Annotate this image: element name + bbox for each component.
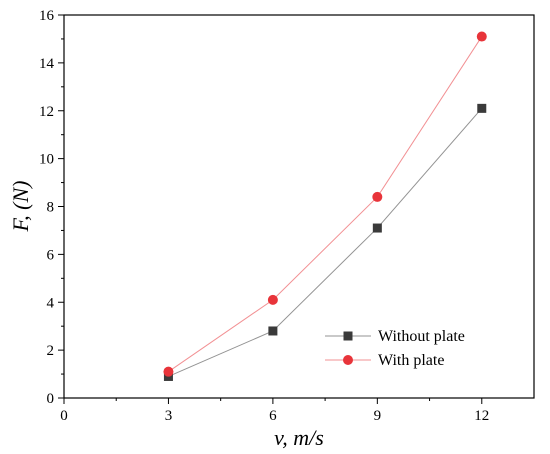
x-tick-label: 3 [165, 408, 173, 424]
x-axis-ticks: 0 3 6 9 12 [60, 398, 489, 424]
y-tick-label: 16 [39, 8, 55, 24]
x-tick-label: 0 [60, 408, 68, 424]
legend-marker [343, 355, 353, 365]
data-point [163, 366, 174, 377]
legend-item: Without plate [325, 328, 465, 345]
data-point [268, 326, 278, 336]
series-line [168, 108, 483, 377]
y-tick-label: 6 [47, 247, 55, 263]
y-tick-label: 12 [39, 104, 54, 120]
data-point [372, 223, 382, 233]
y-tick-label: 4 [47, 295, 55, 311]
y-tick-label: 8 [47, 200, 55, 216]
data-point [267, 294, 278, 305]
y-tick-label: 14 [39, 56, 55, 72]
legend-label: With plate [378, 352, 444, 369]
y-tick-label: 10 [39, 152, 54, 168]
legend-label: Without plate [378, 328, 465, 345]
series-2 [163, 31, 487, 377]
data-point [477, 103, 487, 113]
data-point [372, 191, 383, 202]
x-tick-label: 9 [374, 408, 382, 424]
y-axis-title: F, (N) [8, 181, 33, 233]
x-axis-title: v, m/s [274, 425, 324, 450]
data-point [476, 31, 487, 42]
x-tick-label: 12 [474, 408, 489, 424]
series-line [168, 36, 483, 373]
legend-item: With plate [325, 352, 444, 369]
series-layer [163, 31, 487, 381]
x-tick-label: 6 [269, 408, 277, 424]
y-tick-label: 0 [47, 391, 55, 407]
legend-marker [343, 331, 353, 341]
y-tick-label: 2 [47, 343, 55, 359]
legend: Without plate With plate [325, 328, 465, 369]
y-axis-ticks: 0 2 4 6 8 10 12 14 16 [39, 8, 64, 407]
